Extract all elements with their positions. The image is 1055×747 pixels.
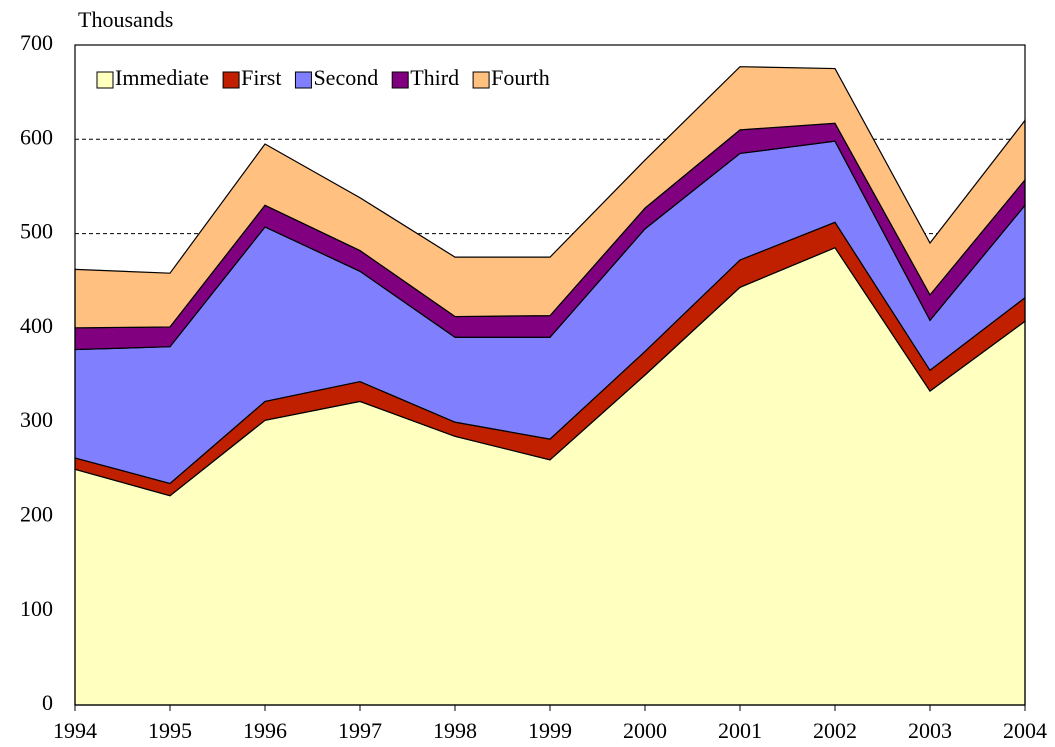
legend-swatch (391, 71, 409, 89)
y-tick-label: 300 (20, 407, 53, 432)
x-tick-label: 1998 (433, 718, 477, 743)
plot-frame (74, 44, 1026, 706)
legend-label: Immediate (115, 65, 209, 90)
legend-label: Fourth (491, 65, 550, 90)
legend-swatch (96, 71, 114, 89)
x-tick-label: 1994 (53, 718, 97, 743)
x-tick-label: 2000 (623, 718, 667, 743)
y-axis-label: Thousands (78, 7, 173, 32)
x-tick-label: 2004 (1003, 718, 1047, 743)
x-tick-label: 2001 (718, 718, 762, 743)
x-tick-label: 1999 (528, 718, 572, 743)
y-tick-label: 500 (20, 219, 53, 244)
legend-swatch (222, 71, 240, 89)
y-tick-label: 400 (20, 313, 53, 338)
y-tick-label: 200 (20, 501, 53, 526)
legend-label: Second (313, 65, 378, 90)
x-tick-label: 2003 (908, 718, 952, 743)
y-tick-label: 0 (42, 690, 53, 715)
x-tick-label: 1996 (243, 718, 287, 743)
y-tick-label: 700 (20, 30, 53, 55)
legend-label: Third (410, 65, 459, 90)
legend-label: First (241, 65, 281, 90)
y-tick-label: 100 (20, 596, 53, 621)
y-tick-label: 600 (20, 124, 53, 149)
legend-swatch (472, 71, 490, 89)
x-tick-label: 2002 (813, 718, 857, 743)
x-tick-label: 1997 (338, 718, 382, 743)
legend-swatch (294, 71, 312, 89)
x-tick-label: 1995 (148, 718, 192, 743)
